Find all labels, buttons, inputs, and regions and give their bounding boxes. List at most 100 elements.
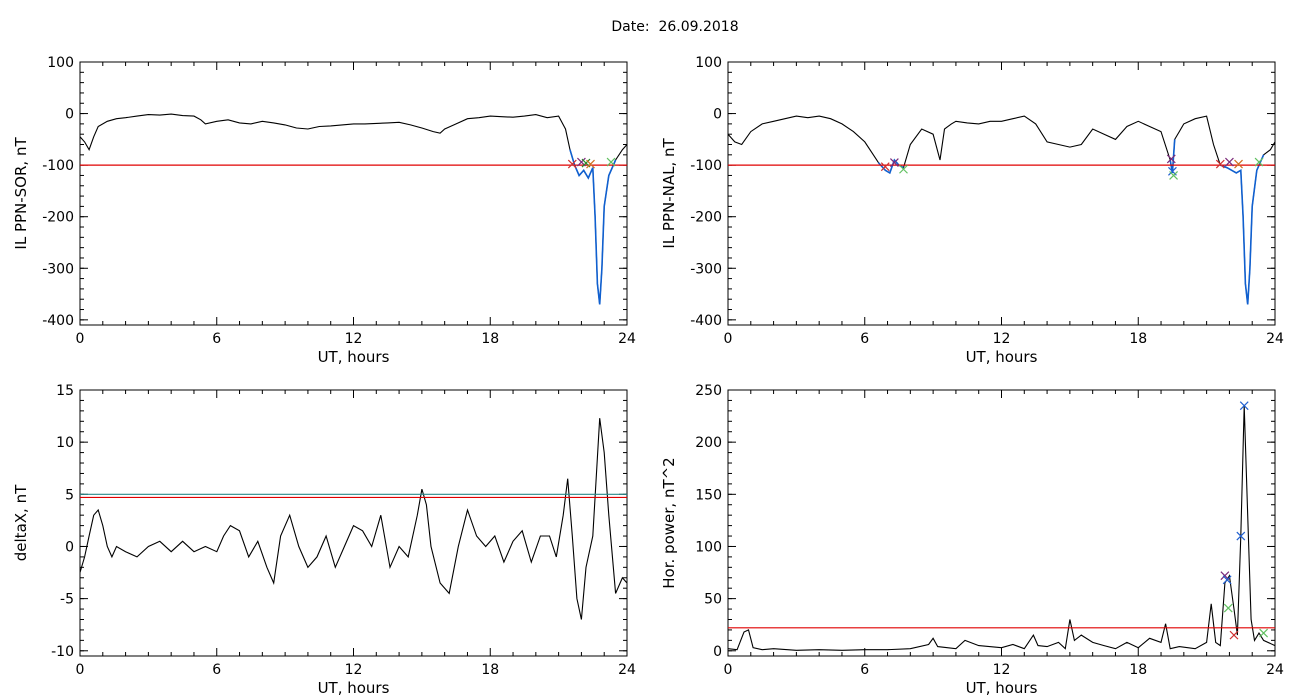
event-marker-stroke (1224, 157, 1234, 167)
x-tick-label: 6 (860, 662, 869, 678)
event-marker (1220, 571, 1230, 581)
event-marker (1234, 159, 1243, 169)
event-marker-stroke (880, 162, 890, 172)
series-line (79, 113, 628, 305)
event-marker (899, 164, 908, 174)
y-axis-label: IL PPN-SOR, nT (12, 137, 30, 250)
event-marker (586, 159, 595, 169)
series-line (727, 115, 1276, 305)
y-axis-label: deltaX, nT (12, 484, 30, 561)
chart-panel-2: 0 6 12 18 24 -400 -300 -200 -100 0 100 UT, hours IL … (660, 55, 1284, 366)
event-marker-stroke (1236, 531, 1246, 541)
y-tick-label: 100 (695, 539, 722, 555)
event-marker-stroke (1259, 628, 1269, 638)
event-marker-stroke (1239, 401, 1249, 411)
y-tick-label: 200 (695, 435, 722, 451)
y-axis-label: IL PPN-NAL, nT (660, 138, 678, 249)
x-tick-label: 24 (618, 662, 636, 678)
y-tick-label: -5 (60, 592, 74, 608)
y-tick-label: 100 (695, 55, 722, 71)
event-marker-stroke (1223, 603, 1233, 613)
plot-frame (727, 389, 1276, 657)
x-tick-label: 12 (345, 331, 363, 347)
x-tick-label: 18 (1129, 662, 1147, 678)
x-tick-label: 18 (1129, 331, 1147, 347)
event-marker (1222, 575, 1232, 585)
y-tick-label: -300 (42, 261, 74, 277)
y-tick-label: -200 (690, 210, 722, 226)
x-tick-label: 12 (345, 662, 363, 678)
event-marker-stroke (1220, 571, 1230, 581)
x-tick-label: 6 (212, 331, 221, 347)
x-tick-label: 24 (1266, 662, 1284, 678)
page-title: Date: 26.09.2018 (611, 19, 739, 35)
event-marker (1236, 531, 1246, 541)
event-marker-stroke (1169, 171, 1179, 180)
y-tick-label: 150 (695, 487, 722, 503)
y-tick-label: -400 (690, 313, 722, 329)
x-axis-label: UT, hours (318, 348, 390, 366)
x-tick-label: 0 (724, 662, 733, 678)
y-tick-label: 0 (65, 539, 74, 555)
chart-panel-3: 0 6 12 18 24 -10 -5 0 5 10 15 UT, hours deltaX, nT (12, 383, 636, 697)
y-tick-label: 0 (713, 644, 722, 660)
event-marker-stroke (606, 157, 616, 167)
event-marker-stroke (1222, 575, 1232, 585)
y-tick-label: 100 (47, 55, 74, 71)
event-marker (1229, 630, 1239, 640)
x-tick-label: 18 (481, 331, 499, 347)
x-tick-label: 24 (1266, 331, 1284, 347)
chart-panel-4: 0 6 12 18 24 0 50 100 150 200 250 UT, hours Hor. pow… (660, 383, 1284, 697)
y-tick-label: 50 (704, 592, 722, 608)
event-marker (606, 157, 616, 167)
x-tick-label: 0 (76, 662, 85, 678)
y-tick-label: 10 (56, 435, 74, 451)
event-marker (889, 158, 899, 167)
event-marker-stroke (899, 164, 908, 174)
x-tick-label: 18 (481, 662, 499, 678)
event-marker (1166, 154, 1176, 164)
y-tick-label: -400 (42, 313, 74, 329)
event-marker (1224, 157, 1234, 167)
y-tick-label: 15 (56, 383, 74, 399)
y-tick-label: -300 (690, 261, 722, 277)
highlighted-segment (1169, 139, 1176, 174)
plot-frame (79, 389, 628, 657)
plot-frame (79, 61, 628, 326)
series-line (79, 418, 628, 620)
y-tick-label: -100 (690, 158, 722, 174)
x-tick-label: 6 (212, 662, 221, 678)
event-marker (567, 159, 577, 169)
x-tick-label: 6 (860, 331, 869, 347)
y-tick-label: 0 (65, 107, 74, 123)
x-tick-label: 24 (618, 331, 636, 347)
y-axis-label: Hor. power, nT^2 (660, 457, 678, 588)
event-marker (1259, 628, 1269, 638)
event-marker-stroke (1254, 157, 1264, 167)
event-marker-stroke (1215, 159, 1225, 169)
event-marker-stroke (567, 159, 577, 169)
plot-frame (727, 61, 1276, 326)
x-tick-label: 0 (724, 331, 733, 347)
event-marker (1223, 603, 1233, 613)
x-axis-label: UT, hours (966, 348, 1038, 366)
x-tick-label: 12 (993, 331, 1011, 347)
event-marker (1215, 159, 1225, 169)
x-axis-label: UT, hours (318, 679, 390, 697)
event-marker-stroke (576, 157, 586, 167)
event-marker-stroke (581, 158, 591, 168)
y-tick-label: -100 (42, 158, 74, 174)
chart-panel-1: 0 6 12 18 24 -400 -300 -200 -100 0 100 UT, hours IL … (12, 55, 636, 366)
series-line (727, 405, 1276, 651)
y-tick-label: -10 (51, 644, 74, 660)
event-marker (880, 162, 890, 172)
highlighted-segment (1220, 154, 1265, 305)
y-tick-label: -200 (42, 210, 74, 226)
event-marker-stroke (1234, 159, 1243, 169)
event-marker (1254, 157, 1264, 167)
event-marker (1239, 401, 1249, 411)
highlighted-segment (569, 149, 617, 305)
event-marker-stroke (1229, 630, 1239, 640)
x-axis-label: UT, hours (966, 679, 1038, 697)
